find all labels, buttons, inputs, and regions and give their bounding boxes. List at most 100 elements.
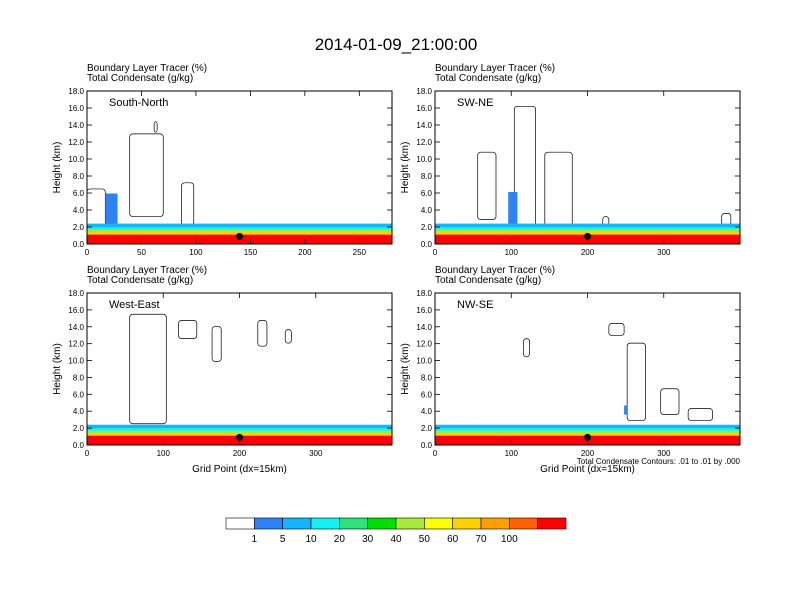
y-tick-label: 12.0: [68, 138, 84, 147]
colorbar-label: 20: [334, 534, 346, 545]
colorbar-label: 70: [475, 534, 487, 545]
y-tick-label: 16.0: [68, 306, 84, 315]
y-tick-label: 8.0: [421, 172, 433, 181]
y-tick-label: 16.0: [68, 104, 84, 113]
y-tick-label: 10.0: [416, 155, 432, 164]
x-tick-label: 200: [298, 248, 312, 257]
location-marker: [236, 433, 243, 441]
tracer-plume: [624, 405, 628, 415]
y-tick-label: 6.0: [421, 189, 433, 198]
condensate-contour: [178, 320, 198, 339]
y-tick-label: 10.0: [68, 155, 84, 164]
y-tick-label: 2.0: [421, 223, 433, 232]
condensate-contour: [660, 388, 680, 415]
y-tick-label: 2.0: [73, 223, 85, 232]
location-marker: [584, 232, 591, 240]
colorbar-label: 5: [280, 534, 286, 545]
y-tick-label: 6.0: [421, 390, 433, 399]
colorbar-label: 30: [362, 534, 374, 545]
plot-frame: [86, 90, 393, 245]
y-tick-label: 8.0: [421, 373, 433, 382]
colorbar-swatch: [537, 517, 567, 530]
condensate-contour: [523, 338, 530, 358]
y-tick-label: 2.0: [421, 424, 433, 433]
x-tick-label: 100: [157, 449, 171, 458]
x-tick-label: 0: [433, 449, 438, 458]
x-tick-label: 0: [433, 248, 438, 257]
y-tick-label: 4.0: [421, 206, 433, 215]
colorbar-swatch: [225, 517, 255, 530]
panel-header-line1: Boundary Layer Tracer (%): [435, 265, 555, 276]
y-tick-label: 0.0: [421, 441, 433, 450]
y-tick-label: 12.0: [416, 138, 432, 147]
panel-header-line1: Boundary Layer Tracer (%): [87, 265, 207, 276]
location-marker: [236, 232, 243, 240]
y-tick-label: 2.0: [73, 424, 85, 433]
colorbar-swatch: [452, 517, 482, 530]
plot-area: [87, 91, 392, 244]
plot-area: [435, 91, 740, 244]
panel-header-line1: Boundary Layer Tracer (%): [435, 63, 555, 74]
y-tick-label: 18.0: [416, 87, 432, 96]
condensate-contour: [477, 151, 497, 220]
x-tick-label: 200: [581, 449, 595, 458]
condensate-contour: [211, 326, 222, 362]
y-tick-label: 0.0: [73, 240, 85, 249]
y-tick-label: 14.0: [416, 323, 432, 332]
x-tick-label: 0: [85, 449, 90, 458]
x-tick-label: 150: [244, 248, 258, 257]
y-tick-label: 12.0: [416, 340, 432, 349]
y-tick-label: 18.0: [416, 289, 432, 298]
condensate-contour: [608, 323, 625, 336]
panel-label: SW-NE: [457, 97, 493, 109]
condensate-contour: [257, 320, 268, 347]
x-tick-label: 250: [353, 248, 367, 257]
condensate-contour: [687, 408, 713, 422]
colorbar-swatch: [424, 517, 453, 530]
panel-1: Boundary Layer Tracer (%)Total Condensat…: [52, 63, 393, 257]
main-title: 2014-01-09_21:00:00: [315, 35, 478, 54]
plot-area: [435, 293, 740, 445]
colorbar-swatch: [339, 517, 368, 530]
x-tick-label: 0: [85, 248, 90, 257]
y-tick-label: 18.0: [68, 87, 84, 96]
panel-header-line2: Total Condensate (g/kg): [87, 275, 193, 286]
colorbar-swatch: [509, 517, 538, 530]
y-tick-label: 16.0: [416, 104, 432, 113]
y-tick-label: 6.0: [73, 189, 85, 198]
panel-header-line2: Total Condensate (g/kg): [435, 275, 541, 286]
y-tick-label: 10.0: [68, 357, 84, 366]
panels: Boundary Layer Tracer (%)Total Condensat…: [52, 63, 741, 475]
y-tick-label: 18.0: [68, 289, 84, 298]
x-tick-label: 50: [137, 248, 146, 257]
y-tick-label: 0.0: [73, 441, 85, 450]
x-axis-label: Grid Point (dx=15km): [540, 464, 635, 475]
condensate-contour: [129, 313, 167, 425]
y-tick-label: 8.0: [73, 373, 85, 382]
colorbar-swatch: [395, 517, 425, 530]
y-tick-label: 0.0: [421, 240, 433, 249]
panel-header-line2: Total Condensate (g/kg): [435, 73, 541, 84]
colorbar-label: 50: [419, 534, 431, 545]
colorbar-swatch: [480, 517, 510, 530]
x-tick-label: 200: [233, 449, 247, 458]
x-tick-label: 200: [581, 248, 595, 257]
y-tick-label: 8.0: [73, 172, 85, 181]
y-tick-label: 10.0: [416, 357, 432, 366]
x-tick-label: 300: [657, 449, 671, 458]
plot-area: [87, 293, 392, 445]
tracer-plume: [508, 191, 518, 229]
panel-label: South-North: [109, 97, 168, 109]
panel-label: West-East: [109, 299, 160, 311]
y-axis-label: Height (km): [400, 142, 411, 194]
colorbar-label: 10: [305, 534, 317, 545]
x-tick-label: 100: [505, 248, 519, 257]
condensate-contour: [626, 342, 646, 422]
colorbar-swatch: [254, 517, 283, 530]
panel-2: Boundary Layer Tracer (%)Total Condensat…: [400, 63, 741, 257]
colorbar-label: 40: [390, 534, 402, 545]
panel-header-line2: Total Condensate (g/kg): [87, 73, 193, 84]
x-tick-label: 300: [309, 449, 323, 458]
panel-3: Boundary Layer Tracer (%)Total Condensat…: [52, 265, 393, 475]
